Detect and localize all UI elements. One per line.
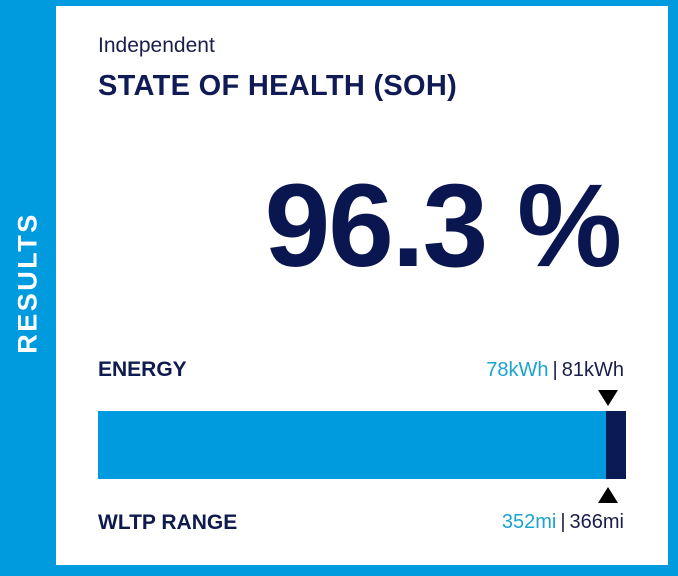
energy-original: 81kWh [561, 359, 624, 381]
results-side-tab: RESULTS [0, 0, 56, 576]
results-panel: Independent STATE OF HEALTH (SOH) 96.3 %… [56, 6, 668, 565]
soh-progress-fill [98, 411, 606, 479]
soh-marker-up-icon [598, 487, 618, 503]
range-original: 366mi [569, 511, 624, 533]
subtitle: Independent [98, 34, 215, 57]
energy-current: 78kWh [486, 359, 549, 381]
soh-marker-down-icon [598, 390, 618, 406]
soh-progress-bar [98, 411, 626, 479]
range-separator: | [560, 511, 566, 533]
results-label: RESULTS [12, 212, 43, 354]
page-title: STATE OF HEALTH (SOH) [98, 70, 458, 102]
energy-label: ENERGY [98, 358, 187, 381]
energy-values: 78kWh | 81kWh [486, 359, 624, 382]
soh-value: 96.3 % [264, 160, 622, 292]
energy-separator: | [552, 359, 558, 381]
range-current: 352mi [501, 511, 557, 533]
range-values: 352mi | 366mi [502, 511, 624, 534]
wltp-range-label: WLTP RANGE [98, 511, 238, 534]
